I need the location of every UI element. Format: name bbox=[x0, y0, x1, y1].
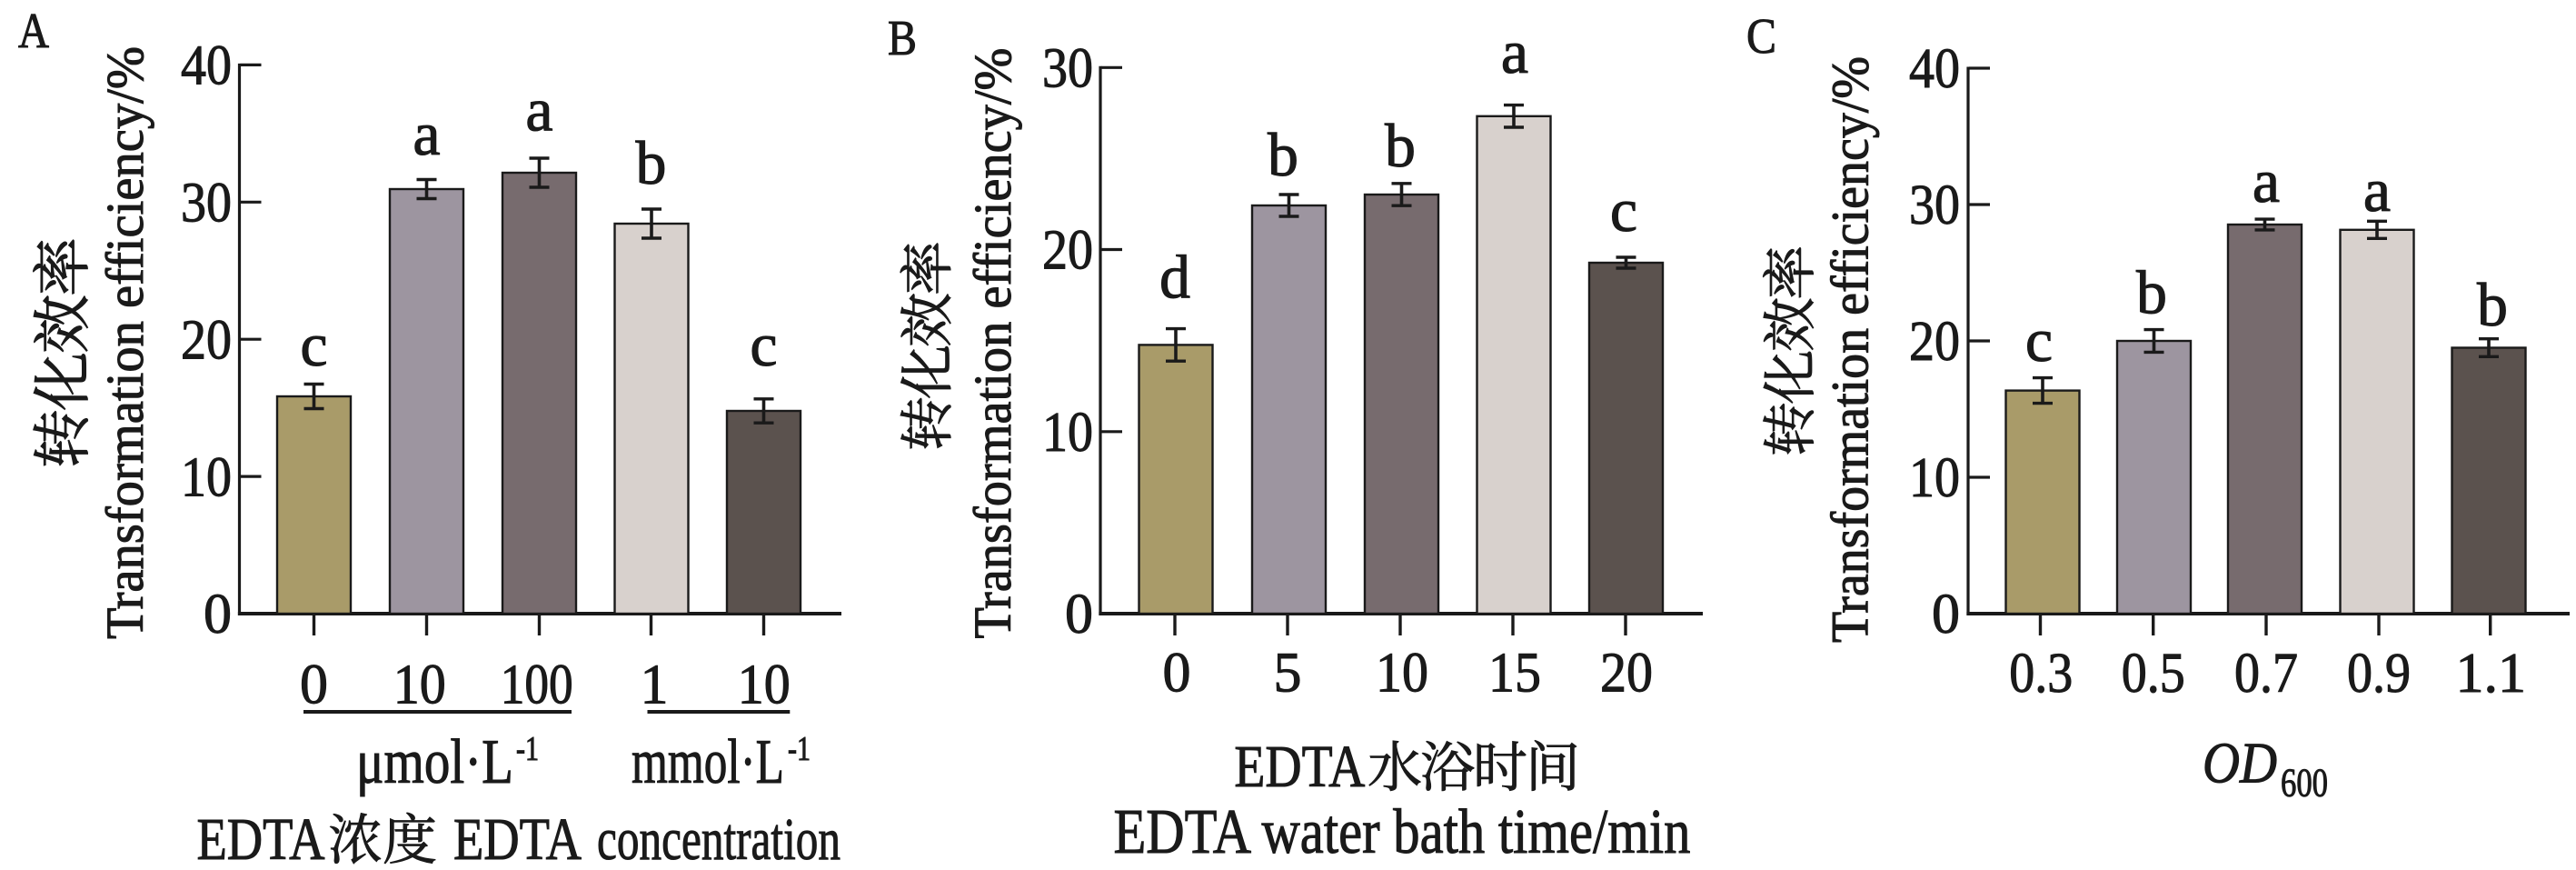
svg-text:10: 10 bbox=[1909, 447, 1960, 509]
svg-text:EDTA: EDTA bbox=[197, 806, 325, 870]
svg-text:b: b bbox=[1385, 111, 1416, 180]
svg-text:-1: -1 bbox=[788, 730, 811, 768]
svg-text:1: 1 bbox=[641, 655, 669, 716]
svg-text:40: 40 bbox=[1909, 38, 1960, 100]
svg-text:30: 30 bbox=[1909, 175, 1960, 236]
svg-text:10: 10 bbox=[1042, 402, 1093, 464]
svg-text:EDTA water bath time/min: EDTA water bath time/min bbox=[1114, 797, 1691, 867]
svg-text:20: 20 bbox=[181, 309, 232, 371]
svg-text:30: 30 bbox=[181, 173, 232, 235]
svg-text:EDTA: EDTA bbox=[453, 806, 582, 870]
svg-text:μmol·L: μmol·L bbox=[356, 727, 513, 797]
svg-text:15: 15 bbox=[1488, 643, 1541, 705]
svg-text:a: a bbox=[2253, 146, 2280, 215]
svg-text:0.9: 0.9 bbox=[2347, 643, 2411, 705]
svg-text:b: b bbox=[2477, 270, 2508, 339]
svg-text:0.3: 0.3 bbox=[2009, 643, 2073, 705]
svg-text:20: 20 bbox=[1042, 220, 1093, 282]
svg-text:40: 40 bbox=[181, 35, 232, 97]
svg-text:0: 0 bbox=[300, 655, 328, 716]
svg-text:10: 10 bbox=[1376, 643, 1428, 705]
svg-text:0: 0 bbox=[1065, 584, 1093, 645]
svg-text:c: c bbox=[300, 310, 327, 379]
svg-text:c: c bbox=[750, 310, 777, 379]
svg-text:1.1: 1.1 bbox=[2456, 643, 2527, 705]
svg-text:d: d bbox=[1159, 243, 1190, 312]
svg-text:OD: OD bbox=[2203, 732, 2277, 795]
svg-text:30: 30 bbox=[1042, 38, 1093, 100]
svg-text:100: 100 bbox=[501, 655, 573, 716]
svg-text:a: a bbox=[413, 99, 440, 168]
svg-text:0.5: 0.5 bbox=[2122, 643, 2185, 705]
svg-text:0: 0 bbox=[204, 584, 232, 645]
svg-text:10: 10 bbox=[181, 446, 232, 508]
svg-text:c: c bbox=[1610, 175, 1637, 245]
svg-text:Transformation efficiency/%: Transformation efficiency/% bbox=[963, 48, 1022, 639]
svg-text:a: a bbox=[2363, 155, 2391, 225]
svg-text:A: A bbox=[18, 3, 49, 58]
svg-text:concentration: concentration bbox=[597, 806, 840, 870]
svg-text:B: B bbox=[888, 10, 917, 65]
svg-text:600: 600 bbox=[2281, 761, 2328, 805]
svg-text:Transformation efficiency/%: Transformation efficiency/% bbox=[95, 46, 154, 639]
svg-text:20: 20 bbox=[1909, 311, 1960, 373]
svg-text:b: b bbox=[2136, 258, 2167, 327]
svg-text:C: C bbox=[1746, 8, 1776, 64]
svg-text:b: b bbox=[1268, 120, 1298, 189]
svg-text:0: 0 bbox=[1932, 584, 1960, 645]
svg-text:0: 0 bbox=[1163, 643, 1191, 705]
svg-text:20: 20 bbox=[1600, 643, 1653, 705]
svg-text:Transformation efficiency/%: Transformation efficiency/% bbox=[1821, 56, 1880, 643]
svg-text:mmol·L: mmol·L bbox=[632, 727, 784, 797]
svg-text:c: c bbox=[2025, 305, 2053, 375]
svg-text:a: a bbox=[1501, 17, 1528, 86]
svg-text:b: b bbox=[636, 128, 667, 197]
svg-text:5: 5 bbox=[1274, 643, 1302, 705]
svg-text:0.7: 0.7 bbox=[2234, 643, 2298, 705]
svg-text:a: a bbox=[525, 75, 552, 145]
svg-text:EDTA: EDTA bbox=[1234, 734, 1365, 800]
svg-text:10: 10 bbox=[738, 655, 791, 716]
svg-text:10: 10 bbox=[393, 655, 446, 716]
svg-text:-1: -1 bbox=[516, 730, 539, 768]
